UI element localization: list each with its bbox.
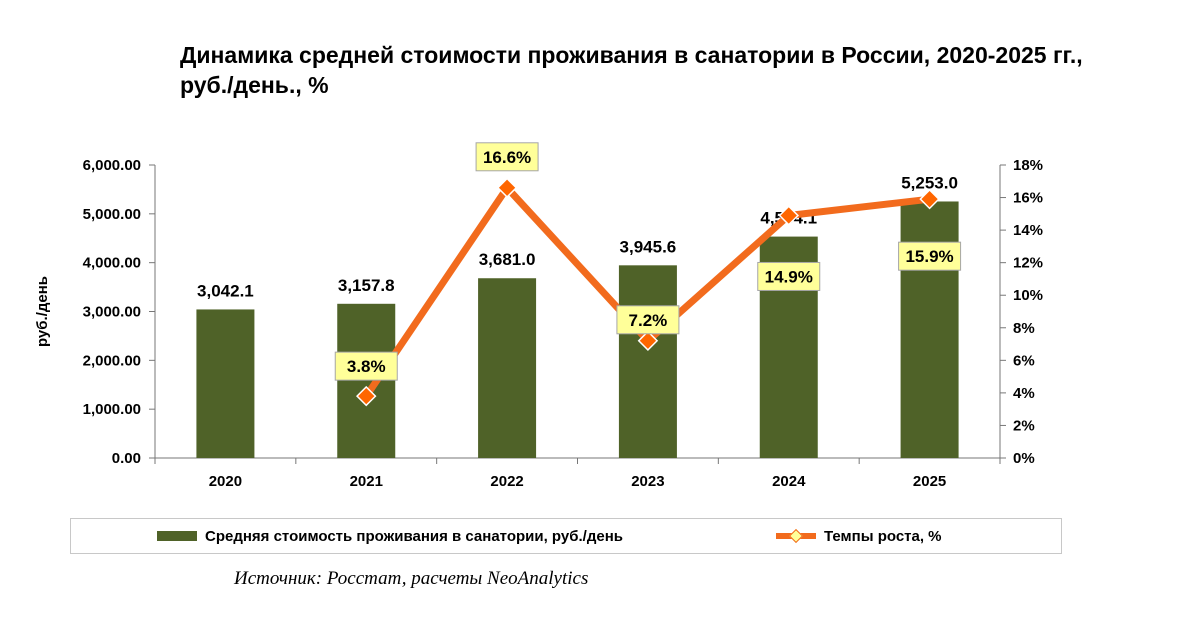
y-tick-label: 6,000.00	[83, 157, 141, 174]
chart-legend: Средняя стоимость проживания в санатории…	[70, 518, 1062, 554]
y-axis-title: руб./день	[34, 276, 51, 347]
x-tick-label: 2024	[772, 473, 806, 490]
y2-tick-label: 18%	[1013, 157, 1043, 174]
growth-label-box	[475, 142, 539, 172]
growth-value-label: 3.8%	[347, 357, 386, 376]
legend-line-swatch	[776, 528, 816, 544]
growth-label-box	[334, 351, 398, 381]
x-tick-label: 2020	[209, 473, 242, 490]
growth-label-box	[898, 241, 962, 271]
growth-marker	[637, 330, 659, 352]
bar-value-label: 3,042.1	[197, 281, 254, 300]
growth-marker	[778, 205, 800, 226]
y2-tick-label: 16%	[1013, 190, 1043, 207]
x-tick-label: 2025	[913, 473, 946, 490]
y2-tick-label: 4%	[1013, 385, 1035, 402]
bar-value-label: 3,945.6	[620, 237, 677, 256]
growth-value-label: 15.9%	[905, 247, 953, 266]
bar	[618, 265, 677, 458]
growth-marker	[496, 177, 518, 199]
bar	[478, 278, 537, 458]
bar-value-label: 3,157.8	[338, 276, 395, 295]
growth-label-box	[616, 305, 680, 335]
y2-tick-label: 14%	[1013, 222, 1043, 239]
source-note: Источник: Росстат, расчеты NeoAnalytics	[234, 568, 589, 589]
growth-value-label: 14.9%	[765, 267, 813, 286]
legend-item-line: Темпы роста, %	[776, 519, 942, 553]
y2-tick-label: 8%	[1013, 320, 1035, 337]
y-tick-label: 4,000.00	[83, 255, 141, 272]
x-tick-label: 2023	[631, 473, 664, 490]
growth-marker	[355, 385, 377, 407]
growth-marker	[919, 188, 940, 210]
x-tick-label: 2022	[490, 473, 523, 490]
y2-tick-label: 0%	[1013, 450, 1035, 467]
chart-plot: 0.00 1,000.00 2,000.00 3,000.00 4,000.00 5,00…	[34, 142, 1043, 490]
y2-tick-label: 10%	[1013, 287, 1043, 304]
y-tick-label: 2,000.00	[83, 352, 141, 369]
growth-label-box	[757, 261, 821, 291]
y-tick-label: 0.00	[112, 450, 141, 467]
y-tick-label: 3,000.00	[83, 304, 141, 321]
y2-tick-label: 2%	[1013, 417, 1035, 434]
bar-value-label: 5,253.0	[901, 173, 958, 192]
bar	[337, 303, 396, 458]
y2-tick-label: 6%	[1013, 352, 1035, 369]
growth-value-label: 7.2%	[629, 311, 668, 330]
legend-line-label: Темпы роста, %	[824, 527, 942, 545]
bar	[900, 201, 959, 458]
y-tick-label: 5,000.00	[83, 206, 141, 223]
growth-value-label: 16.6%	[483, 148, 531, 167]
legend-item-bars: Средняя стоимость проживания в санатории…	[157, 519, 623, 553]
y2-tick-label: 12%	[1013, 255, 1043, 272]
legend-bar-swatch	[157, 531, 197, 541]
bar-value-label: 3,681.0	[479, 250, 536, 269]
chart-title: Динамика средней стоимости проживания в …	[180, 42, 1083, 98]
y-tick-label: 1,000.00	[83, 401, 141, 418]
bar	[196, 309, 255, 458]
x-tick-label: 2021	[350, 473, 383, 490]
legend-bar-label: Средняя стоимость проживания в санатории…	[205, 527, 623, 545]
